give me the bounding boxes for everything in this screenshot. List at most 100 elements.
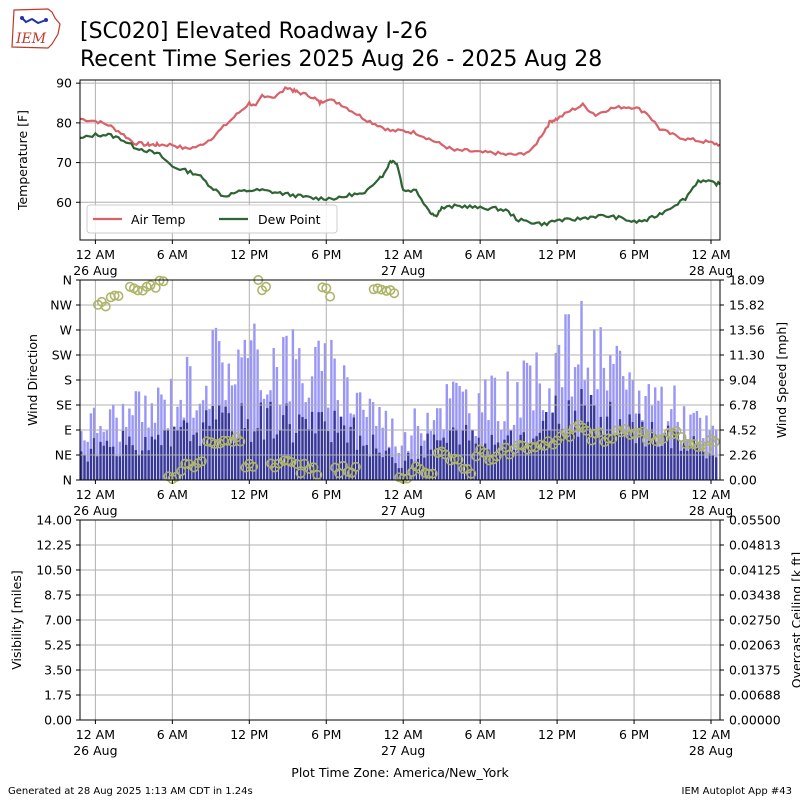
wind-speed-bar [141,450,144,480]
ceiling-tick-label: 0.03438 [729,588,781,603]
visibility-tick-label: 5.25 [44,638,72,653]
wind-direction-point [176,466,187,477]
wind-speed-bar [246,419,250,480]
x-tick-label: 6 PM [619,727,649,742]
wind-speed-bar [695,445,699,480]
speed-tick-label: 9.04 [729,373,757,388]
visibility-tick-label: 10.50 [36,563,72,578]
chart-title-line2: Recent Time Series 2025 Aug 26 - 2025 Au… [80,47,602,72]
wind-speed-bar [224,406,227,480]
wind-direction-point [337,460,348,471]
wind-gust-bar [525,362,529,480]
iem-logo: IEM [11,8,61,49]
wind-panel: N NE E SE S SW W NW N 0.00 2.26 4.52 6.78 9.04 11.30 1… [25,273,789,519]
direction-tick-label: NE [55,448,72,463]
wind-speed-bar [660,445,663,480]
wind-direction-point [504,449,515,460]
wind-direction-point [696,440,707,451]
wind-gust-bar [564,314,567,480]
wind-speed-bar [557,423,561,480]
wind-direction-point [530,442,541,453]
wind-speed-bar [288,424,291,480]
air-temp-line [79,86,721,157]
wind-speed-bar [464,424,468,480]
wind-speed-bar [420,445,423,480]
wind-speed-bar [198,445,202,480]
x-tick-label: 12 PM [230,727,268,742]
wind-speed-bar [439,440,442,480]
wind-speed-bar [679,450,683,480]
wind-gust-bar [137,391,141,480]
wind-gust-bar [108,409,112,480]
wind-direction-point [286,457,297,468]
wind-direction-point [603,433,614,444]
wind-speed-bar [339,416,343,480]
wind-gust-bar [323,343,327,480]
wind-speed-bar [474,443,477,480]
ceiling-tick-label: 0.00000 [729,713,781,728]
wind-gust-bar [557,344,561,480]
wind-speed-bar [362,445,365,480]
wind-speed-bar [432,434,436,480]
wind-gust-bar [403,432,407,480]
wind-speed-bar [564,434,567,480]
wind-direction-point [273,458,284,469]
wind-gust-bar [272,348,275,480]
x-tick-label: 12 PM [230,487,268,502]
ceiling-tick-label: 0.02750 [729,613,781,628]
wind-speed-bar [573,410,577,480]
wind-speed-bar [602,435,606,480]
wind-speed-bar [596,436,599,480]
wind-speed-bar [294,432,298,480]
temperature-axis-label: Temperature [F] [15,110,30,211]
x-tick-label: 12 AM [76,487,115,502]
wind-gust-bar [577,364,580,480]
y-tick-label: 60 [56,195,72,210]
wind-speed-bar [201,422,205,480]
speed-tick-label: 18.09 [729,273,765,288]
x-tick-label: 6 PM [311,487,341,502]
wind-gust-bar [362,409,365,480]
wind-direction-point [709,436,720,447]
wind-speed-bar [605,416,609,480]
wind-speed-bar [102,445,105,480]
direction-tick-label: E [64,423,72,438]
wind-speed-bar [157,434,160,480]
wind-gust-bars [80,300,718,480]
ceiling-tick-label: 0.01375 [729,663,781,678]
wind-speed-bar [394,463,397,480]
legend-dew-point-label: Dew Point [258,212,321,227]
x-tick-label: 12 AM [76,727,115,742]
wind-gust-bar [381,427,384,480]
wind-direction-point [325,291,336,302]
wind-speed-bar [407,452,410,480]
wind-speed-bar [208,425,211,480]
x-tick-label: 12 AM [691,247,730,262]
wind-direction-point [629,428,640,439]
wind-gust-bar [355,392,359,480]
wind-speed-bar [317,412,320,480]
wind-gust-bar [298,348,301,480]
wind-direction-point [248,461,259,472]
wind-speed-bar [118,456,121,480]
wind-speed-bar [96,456,99,480]
wind-direction-point [158,276,169,287]
wind-gust-bar [654,387,657,480]
wind-speed-bar [663,432,666,480]
speed-tick-label: 13.56 [729,323,765,338]
wind-direction-point [171,471,182,482]
wind-gust-bar [256,349,259,480]
wind-speed-bar [262,439,266,480]
wind-speed-bar [384,450,388,480]
wind-gust-bar [644,396,647,480]
wind-gust-bar [275,367,279,480]
direction-tick-label: SW [52,348,72,363]
x-tick-label: 6 PM [311,247,341,262]
wind-speed-bar [403,460,407,480]
chart-title-line1: [SC020] Elevated Roadway I-26 [80,19,428,44]
visibility-panel: 0.001.753.505.257.008.7510.5012.2514.00 … [9,513,800,759]
wind-direction-point [154,275,165,286]
x-tick-label: 6 AM [465,487,496,502]
wind-speed-bar [522,432,525,480]
